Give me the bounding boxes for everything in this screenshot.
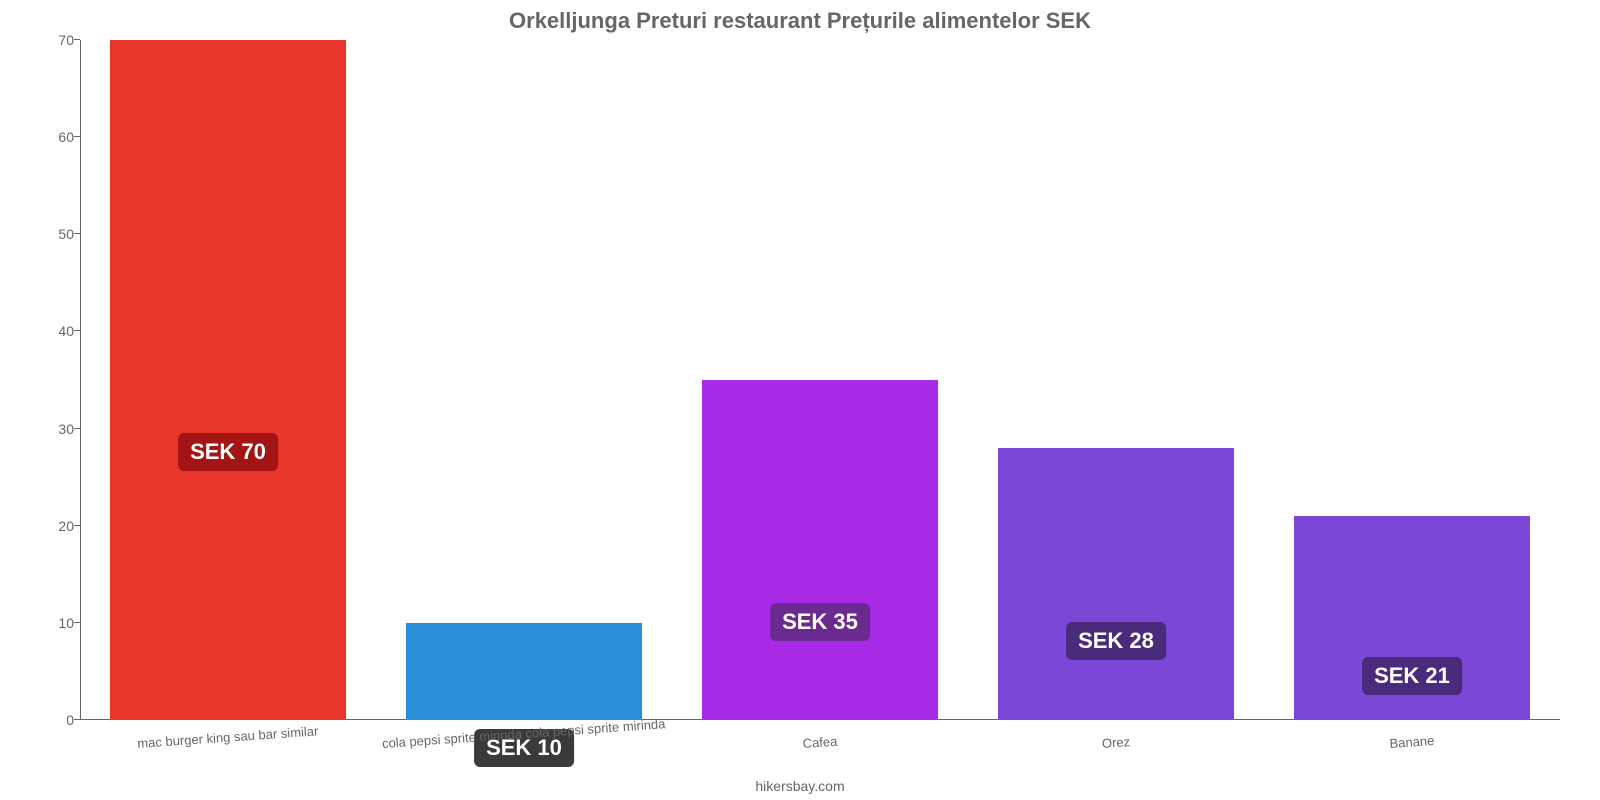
chart-title: Orkelljunga Preturi restaurant Prețurile… <box>0 0 1600 34</box>
y-tick-label: 0 <box>40 712 74 728</box>
x-axis-label: Orez <box>1101 734 1130 751</box>
attribution-text: hikersbay.com <box>0 778 1600 794</box>
y-tick-mark <box>74 39 80 40</box>
y-tick-label: 70 <box>40 32 74 48</box>
bar-slot: SEK 21 <box>1264 40 1560 720</box>
y-tick-mark <box>74 233 80 234</box>
y-tick-label: 60 <box>40 129 74 145</box>
bar-slot: SEK 35 <box>672 40 968 720</box>
x-axis-label: cola pepsi sprite mirinda cola pepsi spr… <box>381 716 665 751</box>
bar-value-badge: SEK 35 <box>770 603 870 641</box>
x-label-slot: Banane <box>1264 728 1560 768</box>
y-tick-mark <box>74 622 80 623</box>
bar-value-badge: SEK 21 <box>1362 657 1462 695</box>
x-label-slot: mac burger king sau bar similar <box>80 728 376 768</box>
y-axis: 010203040506070 <box>40 40 80 720</box>
x-axis-labels: mac burger king sau bar similarcola peps… <box>80 728 1560 768</box>
y-tick-mark <box>74 525 80 526</box>
y-tick-mark <box>74 330 80 331</box>
bar: SEK 21 <box>1294 516 1531 720</box>
bar: SEK 28 <box>998 448 1235 720</box>
x-label-slot: Orez <box>968 728 1264 768</box>
bar: SEK 35 <box>702 380 939 720</box>
bars-container: SEK 70 SEK 10 SEK 35 SEK 28 SEK 21 <box>80 40 1560 720</box>
y-tick-label: 10 <box>40 615 74 631</box>
bar-slot: SEK 28 <box>968 40 1264 720</box>
y-tick-label: 50 <box>40 226 74 242</box>
x-label-slot: Cafea <box>672 728 968 768</box>
x-label-slot: cola pepsi sprite mirinda cola pepsi spr… <box>376 728 672 768</box>
bar-value-badge: SEK 70 <box>178 433 278 471</box>
bar-slot: SEK 10 <box>376 40 672 720</box>
bar: SEK 10 <box>406 623 643 720</box>
bar: SEK 70 <box>110 40 347 720</box>
x-axis-label: Cafea <box>802 734 838 751</box>
plot-area: SEK 70 SEK 10 SEK 35 SEK 28 SEK 21 <box>80 40 1560 720</box>
y-tick-label: 20 <box>40 518 74 534</box>
y-tick-label: 30 <box>40 421 74 437</box>
chart-area: 010203040506070 SEK 70SEK 10SEK 35SEK 28… <box>80 40 1560 720</box>
y-tick-mark <box>74 428 80 429</box>
y-tick-mark <box>74 136 80 137</box>
bar-slot: SEK 70 <box>80 40 376 720</box>
y-tick-label: 40 <box>40 323 74 339</box>
bar-value-badge: SEK 28 <box>1066 622 1166 660</box>
x-axis-label: mac burger king sau bar similar <box>137 723 319 751</box>
y-tick-mark <box>74 719 80 720</box>
x-axis-label: Banane <box>1389 733 1435 751</box>
